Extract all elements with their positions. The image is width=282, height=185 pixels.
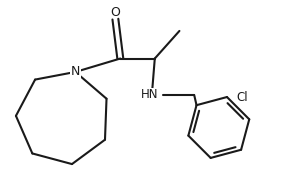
Text: HN: HN bbox=[141, 88, 158, 101]
Text: Cl: Cl bbox=[237, 90, 248, 104]
Text: O: O bbox=[111, 6, 120, 19]
Text: N: N bbox=[71, 65, 80, 78]
